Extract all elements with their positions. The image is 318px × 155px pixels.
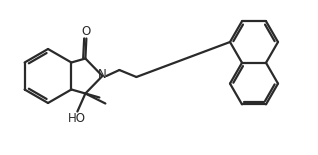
Text: HO: HO	[67, 112, 85, 125]
Text: N: N	[98, 69, 107, 82]
Text: O: O	[81, 25, 91, 38]
